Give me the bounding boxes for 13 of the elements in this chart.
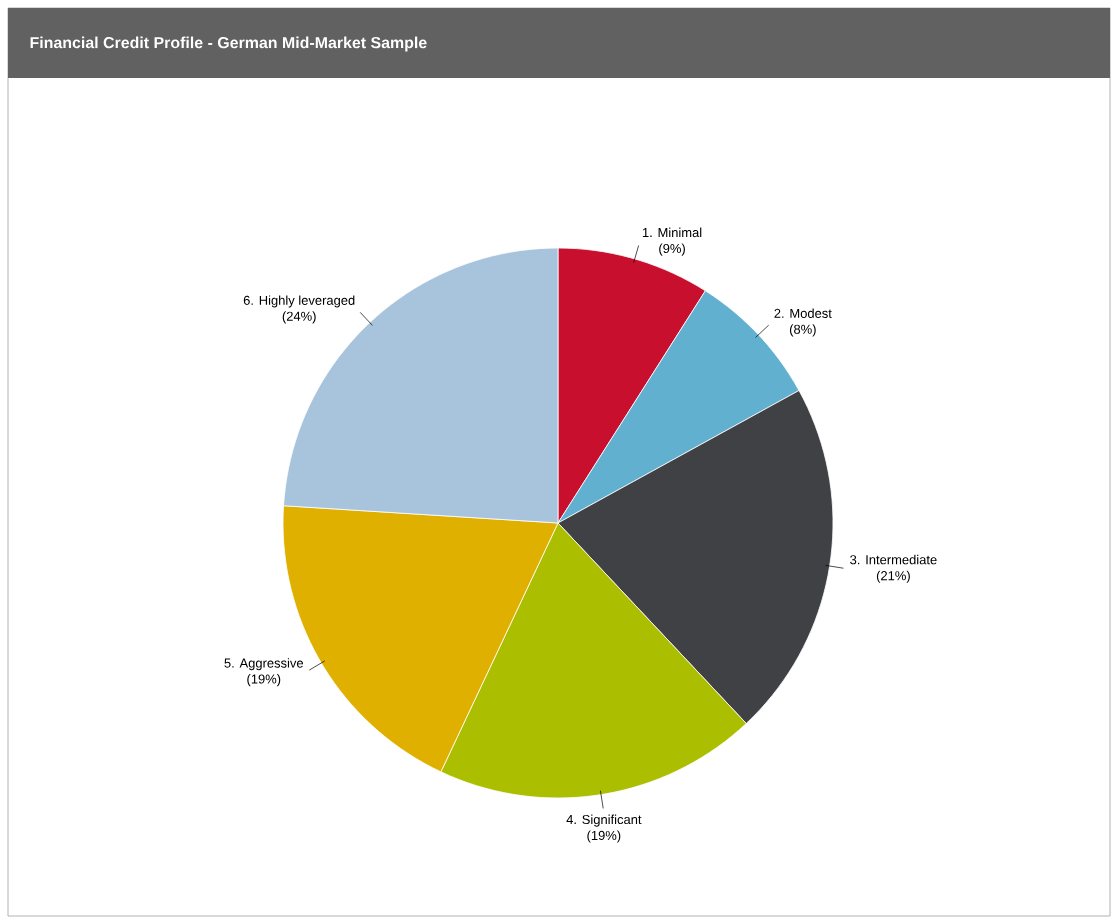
data-label: (21%) <box>876 570 910 583</box>
slice-label: 2. Modest <box>774 308 832 318</box>
data-label: (19%) <box>247 674 281 687</box>
data-label: (24%) <box>282 311 316 324</box>
data-label: (19%) <box>587 830 621 843</box>
slice-label: 3. Intermediate <box>850 554 937 565</box>
slice-label: 6. Highly leveraged <box>243 295 355 308</box>
data-label: (9%) <box>659 243 685 256</box>
chart-title: Financial Credit Profile - German Mid-Market Sample <box>30 36 427 52</box>
slice-label: 5. Aggressive <box>224 658 304 671</box>
slice-label: 1. Minimal <box>642 227 702 238</box>
data-label: (8%) <box>789 324 816 337</box>
slice-label: 4. Significant <box>566 814 642 827</box>
